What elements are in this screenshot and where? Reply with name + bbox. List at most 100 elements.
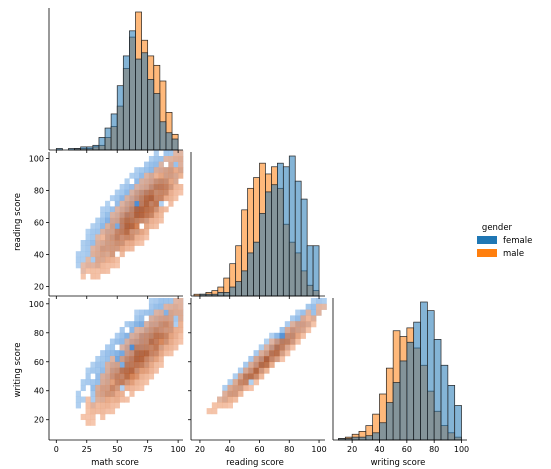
heat-cell-math-reading-male xyxy=(178,172,184,179)
heat-cell-math-reading-female xyxy=(95,223,101,230)
heat-cell-math-writing-male xyxy=(105,390,111,397)
heat-cell-reading-writing-male xyxy=(290,332,296,339)
hist-bar-math-female xyxy=(165,132,173,151)
heat-cell-math-reading-female xyxy=(100,217,106,224)
heat-cell-math-writing-male xyxy=(134,384,140,392)
heat-cell-math-writing-male xyxy=(114,361,120,368)
heat-cell-reading-writing-female xyxy=(274,332,280,339)
heat-cell-reading-writing-male xyxy=(243,384,249,392)
hist-bar-reading-female xyxy=(277,162,284,297)
heat-cell-math-writing-female xyxy=(134,309,140,316)
heat-cell-math-reading-male xyxy=(129,189,135,196)
heat-cell-math-reading-male xyxy=(119,206,125,213)
heat-cell-math-writing-male xyxy=(134,355,140,363)
heat-cell-math-writing-female xyxy=(90,396,96,403)
heat-cell-math-writing-male xyxy=(168,350,174,357)
x-axis-label-reading: reading score xyxy=(226,458,284,468)
heat-cell-math-reading-male xyxy=(109,240,116,246)
heat-cell-math-reading-female xyxy=(90,223,96,230)
heat-cell-reading-writing-male xyxy=(274,344,280,351)
hist-bar-math-female xyxy=(104,127,112,151)
heat-cell-math-reading-male xyxy=(109,212,116,218)
heat-cell-math-reading-female xyxy=(109,195,116,202)
heat-cell-math-writing-male xyxy=(90,408,96,415)
x-tick-label-math: 75 xyxy=(143,445,153,454)
heat-cell-math-writing-male xyxy=(173,338,179,345)
heat-cell-reading-writing-female xyxy=(316,298,322,305)
heat-cell-reading-writing-male xyxy=(222,402,228,409)
heat-cell-math-reading-male xyxy=(95,262,101,269)
heat-cell-math-writing-male xyxy=(105,384,111,392)
histogram-math xyxy=(55,11,179,151)
heat-cell-math-reading-male xyxy=(129,223,135,230)
heat-cell-math-writing-female xyxy=(100,350,106,357)
heat-cell-math-writing-male xyxy=(129,338,135,345)
heat-cell-math-writing-male xyxy=(134,350,140,357)
heat-cell-reading-writing-male xyxy=(305,309,312,316)
heat-cell-math-writing-female xyxy=(148,303,155,310)
heat-cell-reading-writing-male xyxy=(227,402,233,409)
heat-cell-reading-writing-female xyxy=(279,332,286,339)
cell-layer xyxy=(48,8,467,441)
heat-cell-reading-writing-male xyxy=(253,373,260,380)
heat-cell-math-reading-female xyxy=(148,156,155,162)
heat-cell-math-writing-male xyxy=(139,379,145,386)
x-tick-label-math: 50 xyxy=(112,445,122,454)
heat-cell-math-reading-male xyxy=(158,178,164,185)
heat-cell-math-reading-female xyxy=(105,206,111,213)
heat-cell-math-writing-male xyxy=(105,361,111,368)
heat-cell-math-writing-male xyxy=(129,379,135,386)
heat-cell-math-writing-male xyxy=(134,367,140,374)
y-axis-label-reading: reading score xyxy=(13,193,23,251)
legend-swatch-male xyxy=(477,249,497,257)
heat-cell-math-reading-male xyxy=(144,178,150,185)
heat-cell-math-writing-male xyxy=(114,379,120,386)
heat-cell-math-reading-male xyxy=(124,212,130,218)
heat-cell-math-reading-male xyxy=(139,189,145,196)
heat-cell-math-reading-male xyxy=(114,234,120,241)
heat-cell-math-reading-male xyxy=(158,172,164,179)
heat-cell-math-reading-male xyxy=(144,189,150,196)
heat-cell-math-reading-male xyxy=(153,217,159,224)
heat-cell-math-writing-male xyxy=(144,350,150,357)
heat-cell-math-reading-male xyxy=(153,167,159,174)
heat-cell-math-writing-male xyxy=(85,408,91,415)
heat-cell-math-writing-male xyxy=(109,408,116,415)
heat-cell-math-writing-male xyxy=(109,384,116,392)
hist-bar-math-female xyxy=(153,93,161,151)
hist-bar-reading-female xyxy=(300,198,308,297)
heat-cell-math-reading-male xyxy=(105,262,111,269)
heat-cell-reading-writing-female xyxy=(290,315,296,322)
x-tick-label-math: 0 xyxy=(54,445,59,454)
heat-cell-math-reading-male xyxy=(173,195,179,202)
heat-cell-math-writing-female xyxy=(119,338,125,345)
heat-cell-math-writing-male xyxy=(178,298,184,305)
heat-cell-math-reading-male xyxy=(100,251,106,258)
heat-cell-reading-writing-male xyxy=(237,390,244,397)
heat-cell-math-reading-female xyxy=(85,240,91,246)
heat-cell-math-reading-male xyxy=(168,184,174,190)
heat-cell-math-writing-male xyxy=(134,361,140,368)
heat-cell-math-writing-male xyxy=(100,373,106,380)
heat-cell-math-reading-male xyxy=(139,184,145,190)
heat-cell-math-writing-male xyxy=(95,408,101,415)
heat-cell-math-writing-male xyxy=(119,355,125,363)
heat-cell-math-reading-male xyxy=(100,240,106,246)
heat-cell-math-reading-male xyxy=(153,223,159,230)
heat-cell-math-reading-male xyxy=(129,195,135,202)
heat-cell-reading-writing-female xyxy=(310,298,317,305)
heat-cell-reading-writing-female xyxy=(248,355,254,363)
heat-cell-math-reading-female xyxy=(148,161,155,168)
heat-cell-math-writing-male xyxy=(168,344,174,351)
heat-cell-math-writing-male xyxy=(109,379,116,386)
heat-cell-math-writing-female xyxy=(163,309,169,316)
heat-cell-math-writing-male xyxy=(114,396,120,403)
heat-cell-math-reading-female xyxy=(153,161,159,168)
hist-bar-reading-female xyxy=(271,184,278,297)
heat-cell-reading-writing-male xyxy=(258,367,265,374)
heat-cell-math-writing-male xyxy=(163,338,169,345)
heat-cell-math-writing-male xyxy=(168,338,174,345)
bivariate-math-writing xyxy=(75,298,184,426)
heat-cell-math-writing-male xyxy=(153,367,159,374)
heat-cell-math-reading-male xyxy=(124,234,130,241)
